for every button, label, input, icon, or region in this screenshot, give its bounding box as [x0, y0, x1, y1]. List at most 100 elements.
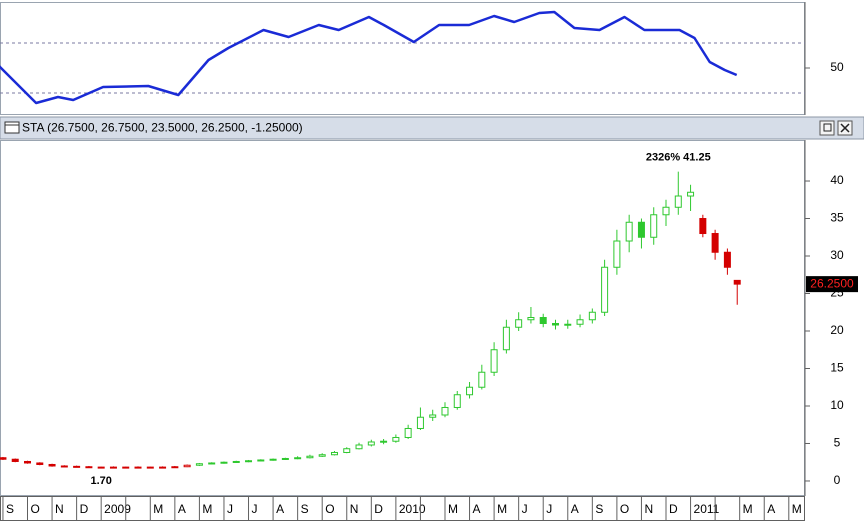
candle-body [564, 323, 572, 326]
candle-body [343, 448, 351, 453]
candle-body [625, 221, 633, 242]
candle-body [429, 414, 437, 418]
indicator-line [0, 10, 738, 105]
x-tick-label: D [80, 502, 89, 516]
candle-body [245, 460, 253, 463]
price-panel [0, 140, 805, 496]
candle-body [527, 317, 535, 321]
x-tick-label: N [644, 502, 653, 516]
candle-body [159, 466, 167, 469]
candle-body [733, 279, 741, 285]
x-tick-label: 2010 [399, 502, 426, 516]
y-tick-label: 10 [830, 398, 844, 412]
candle-body [551, 322, 559, 326]
candle-body [576, 319, 584, 325]
candle-body [109, 466, 117, 469]
candle-body [515, 319, 523, 328]
candle-body [392, 436, 400, 442]
x-tick-label: N [55, 502, 64, 516]
x-axis-box [0, 496, 805, 521]
title-bar [0, 116, 864, 140]
candle-body [478, 371, 486, 388]
candle-body [146, 466, 154, 469]
candle-body [195, 463, 203, 466]
x-tick-label: M [153, 502, 163, 516]
candle-body [404, 427, 412, 438]
x-tick-label: O [325, 502, 334, 516]
x-tick-label: S [595, 502, 603, 516]
candle-body [24, 460, 32, 464]
candle-body [490, 349, 498, 373]
candle-body [674, 195, 682, 208]
last-value-label: 26.2500 [810, 276, 854, 290]
y-tick-label: 5 [834, 436, 841, 450]
candle-body [453, 394, 461, 408]
y-tick-label: 15 [830, 361, 844, 375]
x-tick-label: S [6, 502, 14, 516]
window-icon [4, 121, 20, 134]
x-tick-label: S [301, 502, 309, 516]
x-tick-label: 2011 [694, 502, 720, 516]
x-tick-label: A [473, 502, 481, 516]
x-tick-label: A [767, 502, 775, 516]
candle-body [601, 266, 609, 313]
candle-body [0, 457, 7, 460]
candle-body [466, 386, 474, 396]
candle-body [11, 458, 19, 462]
candle-body [208, 462, 216, 465]
y-tick-label: 30 [830, 248, 844, 262]
candle-body [723, 251, 731, 268]
candle-body [539, 317, 547, 324]
candle-body [257, 459, 265, 462]
candle-body [355, 444, 363, 450]
x-tick-label: M [792, 502, 802, 516]
restore-button[interactable] [819, 120, 835, 136]
y-tick-label: 20 [830, 323, 844, 337]
candle-body [588, 311, 596, 321]
x-tick-label: J [546, 502, 552, 516]
candle-body [85, 466, 93, 469]
candle-body [36, 462, 44, 465]
x-tick-label: A [178, 502, 186, 516]
candle-body [502, 326, 510, 351]
candle-body [441, 406, 449, 416]
candle-body [662, 206, 670, 216]
x-tick-label: D [374, 502, 383, 516]
candle-body [122, 466, 130, 469]
y-tick-label: 40 [830, 173, 844, 187]
x-tick-label: M [202, 502, 212, 516]
candle-body [97, 466, 105, 469]
candle-body [711, 233, 719, 253]
x-tick-label: 2009 [104, 502, 131, 516]
chart-title: STA (26.7500, 26.7500, 23.5000, 26.2500,… [22, 121, 303, 135]
x-tick-label: J [227, 502, 233, 516]
candle-body [416, 416, 424, 429]
candle-body [613, 240, 621, 268]
candle-body [48, 463, 56, 467]
candle-body [134, 466, 142, 469]
candle-body [380, 440, 388, 443]
x-tick-label: M [497, 502, 507, 516]
close-glyph [840, 123, 850, 133]
last-value-box [806, 276, 858, 293]
indicator-panel [0, 2, 805, 115]
candle-body [687, 191, 695, 197]
x-tick-label: O [620, 502, 629, 516]
candle-body [330, 451, 338, 456]
x-tick-label: J [522, 502, 528, 516]
candle-body [183, 464, 191, 468]
x-tick-label: N [350, 502, 359, 516]
annotation: 1.70 [90, 475, 111, 487]
candle-body [281, 457, 289, 460]
x-tick-label: M [448, 502, 458, 516]
x-tick-label: O [31, 502, 40, 516]
x-tick-label: J [252, 502, 258, 516]
candle-body [220, 461, 228, 464]
y-tick-label: 0 [834, 473, 841, 487]
x-tick-label: A [571, 502, 579, 516]
candle-body [306, 455, 314, 459]
candle-body [650, 214, 658, 238]
candle-body [73, 465, 81, 468]
x-tick-label: D [669, 502, 678, 516]
